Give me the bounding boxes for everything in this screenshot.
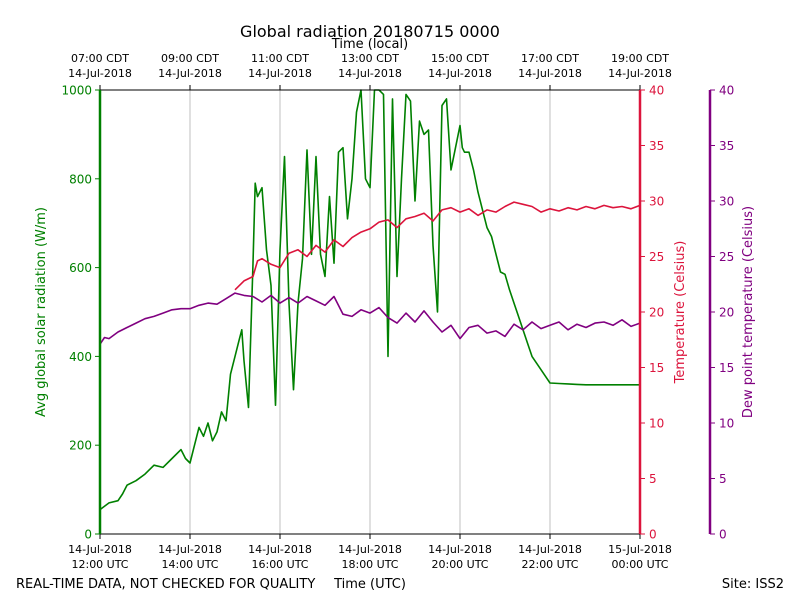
site-label: Site: ISS2 (722, 577, 784, 592)
x-tick-label-utc-time: 22:00 UTC (521, 558, 578, 571)
x-tick-label-local-time: 17:00 CDT (521, 52, 579, 65)
x-tick-label-local-date: 14-Jul-2018 (248, 67, 312, 80)
temperature-axis-label: Temperature (Celsius) (673, 241, 688, 385)
temperature-axis-tick-label: 25 (649, 250, 664, 264)
temperature-axis-tick-label: 10 (649, 417, 664, 431)
dewpoint-axis-tick-label: 10 (719, 417, 734, 431)
x-tick-label-utc-date: 14-Jul-2018 (158, 543, 222, 556)
dewpoint-axis-tick-label: 25 (719, 250, 734, 264)
dewpoint-axis-tick-label: 20 (719, 306, 734, 320)
x-tick-label-local-time: 15:00 CDT (431, 52, 489, 65)
radiation-axis-tick-label: 600 (69, 261, 92, 275)
x-tick-label-local-date: 14-Jul-2018 (428, 67, 492, 80)
x-tick-label-local-time: 11:00 CDT (251, 52, 309, 65)
x-tick-label-local-date: 14-Jul-2018 (68, 67, 132, 80)
dewpoint-axis-tick-label: 0 (719, 528, 727, 542)
x-tick-label-local-date: 14-Jul-2018 (608, 67, 672, 80)
x-tick-label-utc-time: 12:00 UTC (71, 558, 128, 571)
x-tick-label-utc-time: 14:00 UTC (161, 558, 218, 571)
dewpoint-axis-tick-label: 35 (719, 139, 734, 153)
radiation-axis-tick-label: 200 (69, 439, 92, 453)
x-tick-label-utc-date: 14-Jul-2018 (428, 543, 492, 556)
x-tick-label-local-date: 14-Jul-2018 (518, 67, 582, 80)
x-tick-label-local-time: 07:00 CDT (71, 52, 129, 65)
x-tick-label-utc-date: 14-Jul-2018 (338, 543, 402, 556)
series-line-radiation (99, 89, 640, 511)
radiation-axis-tick-label: 400 (69, 350, 92, 364)
top-axis-label: Time (local) (331, 37, 408, 52)
temperature-axis-tick-label: 35 (649, 139, 664, 153)
radiation-axis-tick-label: 800 (69, 172, 92, 186)
temperature-axis-tick-label: 30 (649, 195, 664, 209)
temperature-axis-tick-label: 15 (649, 361, 664, 375)
x-tick-label-local-date: 14-Jul-2018 (338, 67, 402, 80)
radiation-axis-tick-label: 1000 (61, 84, 92, 98)
x-tick-label-local-date: 14-Jul-2018 (158, 67, 222, 80)
x-tick-label-utc-date: 15-Jul-2018 (608, 543, 672, 556)
x-axis-label: Time (UTC) (333, 577, 406, 592)
chart-title: Global radiation 20180715 0000 (240, 22, 500, 41)
x-tick-label-utc-time: 20:00 UTC (431, 558, 488, 571)
x-tick-label-local-time: 19:00 CDT (611, 52, 669, 65)
x-tick-label-utc-time: 00:00 UTC (611, 558, 668, 571)
x-tick-label-local-time: 13:00 CDT (341, 52, 399, 65)
x-tick-label-utc-date: 14-Jul-2018 (68, 543, 132, 556)
plot-series (99, 89, 641, 511)
quality-notice: REAL-TIME DATA, NOT CHECKED FOR QUALITY (16, 577, 315, 592)
temperature-axis-tick-label: 20 (649, 306, 664, 320)
x-tick-label-utc-date: 14-Jul-2018 (248, 543, 312, 556)
x-tick-label-local-time: 09:00 CDT (161, 52, 219, 65)
dewpoint-axis-tick-label: 5 (719, 472, 727, 486)
x-tick-label-utc-time: 16:00 UTC (251, 558, 308, 571)
dewpoint-axis-label: Dew point temperature (Celsius) (741, 206, 756, 418)
dewpoint-axis-tick-label: 15 (719, 361, 734, 375)
series-line-dewpoint (99, 292, 641, 345)
series-line-temperature (234, 201, 641, 291)
temperature-axis-tick-label: 5 (649, 472, 657, 486)
dewpoint-axis-tick-label: 40 (719, 84, 734, 98)
temperature-axis-tick-label: 40 (649, 84, 664, 98)
axes: 14-Jul-2018 12:00 UTC 14-Jul-2018 14:00 UTC… (61, 52, 734, 571)
dewpoint-axis-tick-label: 30 (719, 195, 734, 209)
left-axis-label: Avg global solar radiation (W/m) (34, 207, 49, 417)
x-tick-label-utc-time: 18:00 UTC (341, 558, 398, 571)
x-tick-label-utc-date: 14-Jul-2018 (518, 543, 582, 556)
temperature-axis-tick-label: 0 (649, 528, 657, 542)
radiation-axis-tick-label: 0 (84, 528, 92, 542)
